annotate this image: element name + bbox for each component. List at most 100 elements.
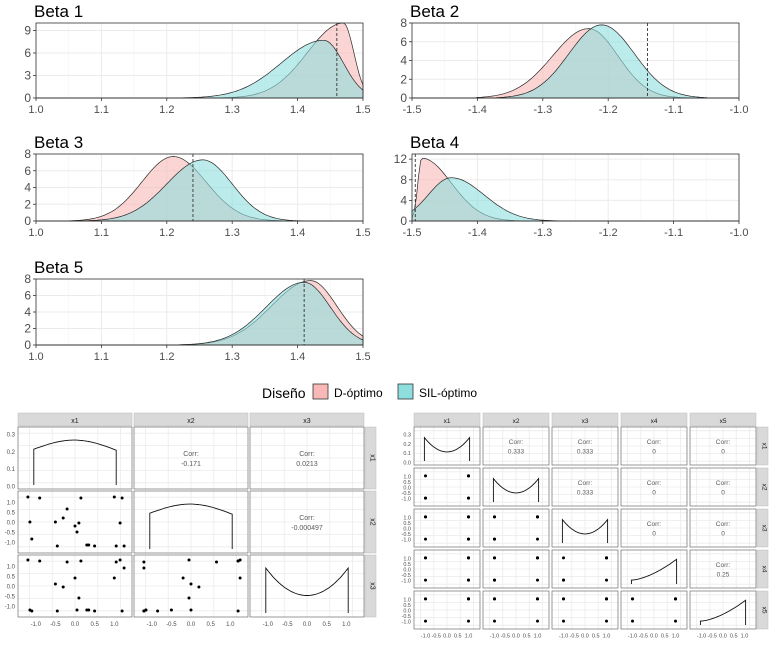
scatter-point [467, 556, 470, 560]
scatter-point [122, 566, 126, 570]
x-tick-label: 1.1 [94, 104, 109, 116]
y-tick-label: 1.0 [403, 515, 411, 521]
scatter-point [181, 576, 185, 580]
y-tick-label: 0.0 [7, 585, 16, 591]
x-tick-label: 1.5 [355, 351, 370, 363]
pairs-cell [551, 549, 619, 589]
diag-density-line [423, 436, 471, 461]
cell-border [413, 549, 481, 589]
y-tick-label: 2 [24, 197, 31, 211]
x-tick-label: 1.0 [603, 634, 611, 640]
x-tick-label: 0.0 [512, 634, 520, 640]
corr-label: Corr: [578, 480, 593, 487]
pairs-cell: 0.0 0.1 0.2 0.3 [7, 426, 133, 491]
scatter-point [87, 543, 91, 547]
scatter-point [26, 495, 30, 499]
y-tick-label: 8 [400, 173, 407, 187]
pairs-cell: Corr: 0 [689, 426, 757, 466]
y-tick-label: 0.0 [403, 486, 411, 492]
density-panel-2: Beta 2 -1.5 -1.4 -1.3 -1.2 -1.1 -1.0 0 2 4 6 8 [400, 2, 748, 116]
scatter-point [215, 560, 218, 564]
scatter-point [38, 496, 42, 500]
x-tick-label: 1.0 [465, 634, 473, 640]
y-tick-label: 0.3 [7, 433, 16, 439]
y-tick-label: 0 [24, 214, 31, 228]
x-tick-label: -1.3 [533, 104, 552, 116]
scatter-point [114, 560, 118, 564]
pairs-cell: Corr: 0.0213 [249, 426, 365, 490]
y-tick-label: -0.5 [5, 595, 16, 601]
cell-border [620, 508, 688, 548]
scatter-point [73, 576, 77, 580]
strip-top-label: x3 [303, 418, 311, 425]
corr-label: Corr: [716, 480, 731, 487]
scatter-point [631, 619, 634, 623]
strip-right-label: x1 [761, 443, 768, 450]
scatter-point [605, 578, 608, 582]
x-tick-label: -1.0 [147, 622, 158, 628]
cell-border [551, 426, 619, 466]
pairs-plot-right: x1 x2 x3 x4 x5 x1 x2 x3 x4 x5 0.0 0.1 0.2 0.3 Corr: 0.3… [402, 412, 769, 640]
scatter-point [424, 556, 427, 560]
scatter-point [536, 578, 539, 582]
x-tick-label: 0.0 [719, 634, 727, 640]
cell-border [249, 426, 365, 490]
strip-top [413, 412, 481, 427]
scatter-point [30, 537, 34, 541]
strip-top [551, 412, 619, 427]
scatter-point [197, 585, 201, 589]
diag-density-line [265, 566, 349, 613]
corr-label: Corr: [716, 521, 731, 528]
strip-top-label: x1 [71, 418, 79, 425]
scatter-point [55, 544, 59, 548]
strip-right-label: x4 [761, 566, 768, 573]
corr-label: Corr: [299, 515, 315, 522]
y-tick-label: -0.5 [5, 531, 16, 537]
y-tick-label: 0.1 [403, 451, 411, 457]
cell-border [551, 467, 619, 507]
y-tick-label: 0.2 [403, 442, 411, 448]
x-tick-label: 0.5 [730, 634, 738, 640]
x-tick-label: 0.5 [90, 622, 99, 628]
scatter-point [112, 495, 116, 499]
x-tick-label: -1.5 [403, 227, 422, 239]
scatter-point [536, 619, 539, 623]
corr-value: 0.333 [577, 490, 594, 497]
strip-top [249, 412, 365, 427]
pairs-cell: -1.0-0.50.00.51.0 [402, 508, 481, 548]
density-panel-3: Beta 3 1.0 1.1 1.2 1.3 1.4 1.5 0 2 4 6 8 [24, 133, 370, 239]
scatter-point [631, 597, 634, 601]
scatter-point [424, 496, 427, 500]
scatter-point [605, 619, 608, 623]
y-tick-label: 0 [24, 91, 31, 105]
x-tick-label: 1.2 [159, 104, 174, 116]
x-tick-label: 1.1 [94, 351, 109, 363]
x-tick-label: -1.0 [263, 622, 274, 628]
y-tick-label: 0.2 [7, 450, 16, 456]
y-tick-label: 12 [394, 152, 408, 166]
y-tick-label: 1.0 [403, 597, 411, 603]
pairs-cell [551, 508, 619, 548]
cell-border [482, 508, 550, 548]
strip-top [17, 412, 133, 427]
pairs-cell: Corr: 0 [620, 426, 688, 466]
x-tick-label: 0.5 [454, 634, 462, 640]
cell-border [133, 426, 249, 490]
cell-border [551, 508, 619, 548]
strip-top [689, 412, 757, 427]
cell-border [17, 426, 133, 490]
x-tick-label: 0.0 [650, 634, 658, 640]
pairs-cell: Corr: 0 [620, 508, 688, 548]
cell-border [17, 490, 133, 554]
scatter-point [189, 582, 193, 586]
strip-top-label: x1 [444, 418, 451, 425]
x-tick-label: -0.5 [501, 634, 510, 640]
strip-right [756, 549, 769, 589]
x-tick-label: 1.5 [355, 227, 370, 239]
cell-border [482, 467, 550, 507]
x-tick-label: 0.5 [206, 622, 215, 628]
scatter-point [120, 609, 124, 613]
